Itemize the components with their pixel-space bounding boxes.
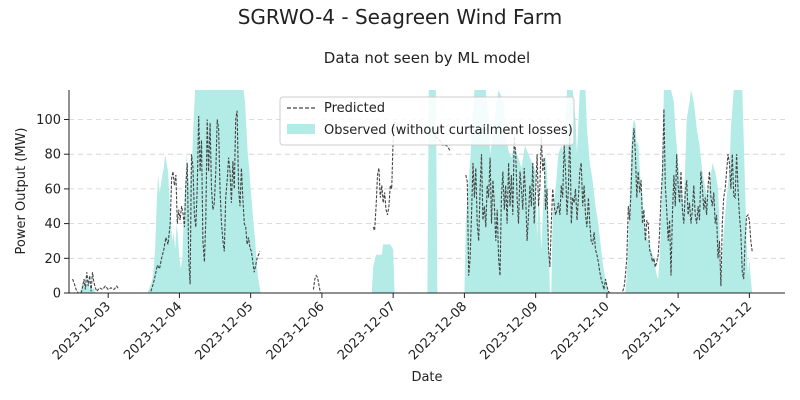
y-tick-label-60: 60 <box>44 182 61 197</box>
y-tick-label-80: 80 <box>44 148 61 163</box>
legend-box <box>279 96 575 146</box>
predicted-line-segment-3 <box>312 274 322 293</box>
legend-observed-swatch <box>287 124 315 134</box>
x-tick-label-2023-12-08: 2023-12-08 <box>406 299 470 363</box>
x-tick-label-2023-12-07: 2023-12-07 <box>335 299 399 363</box>
y-axis-label: Power Output (MW) <box>14 128 29 255</box>
chart-subtitle: Data not seen by ML model <box>324 49 530 67</box>
y-tick-label-100: 100 <box>36 113 61 128</box>
x-tick-label-2023-12-10: 2023-12-10 <box>549 299 613 363</box>
observed-area-segment-6 <box>625 90 753 293</box>
observed-area-segment-2 <box>371 244 395 293</box>
x-axis-label: Date <box>411 370 442 385</box>
x-tick-label-2023-12-04: 2023-12-04 <box>121 299 185 363</box>
legend-observed-label: Observed (without curtailment losses) <box>324 123 573 138</box>
y-tick-label-40: 40 <box>44 217 61 232</box>
x-tick-label-2023-12-12: 2023-12-12 <box>691 299 755 363</box>
observed-area-segment-0 <box>72 275 96 293</box>
predicted-line-segment-4 <box>372 119 396 231</box>
y-tick-label-0: 0 <box>53 287 61 302</box>
x-tick-label-2023-12-11: 2023-12-11 <box>620 299 684 363</box>
x-tick-label-2023-12-09: 2023-12-09 <box>477 299 541 363</box>
predicted-line-segment-5 <box>431 127 451 152</box>
predicted-line-segment-1 <box>80 272 120 293</box>
predicted-line-segment-0 <box>72 278 79 293</box>
x-tick-label-2023-12-03: 2023-12-03 <box>50 299 114 363</box>
predicted-series <box>72 109 753 293</box>
x-tick-label-2023-12-05: 2023-12-05 <box>192 299 256 363</box>
legend-predicted-label: Predicted <box>324 101 385 116</box>
y-axis-ticks: 0 20 40 60 80 100 <box>36 113 69 302</box>
predicted-line-segment-6 <box>465 128 611 293</box>
predicted-line-segment-7 <box>622 109 753 292</box>
x-tick-label-2023-12-06: 2023-12-06 <box>264 299 328 363</box>
y-tick-label-20: 20 <box>44 252 61 267</box>
chart-title: SGRWO-4 - Seagreen Wind Farm <box>238 5 563 29</box>
observed-area-segment-1 <box>147 90 261 293</box>
x-axis-ticks: 2023-12-03 2023-12-04 2023-12-05 2023-12-06… <box>50 293 755 363</box>
predicted-line-segment-2 <box>150 110 261 292</box>
legend: Predicted Observed (without curtailment … <box>279 96 575 146</box>
